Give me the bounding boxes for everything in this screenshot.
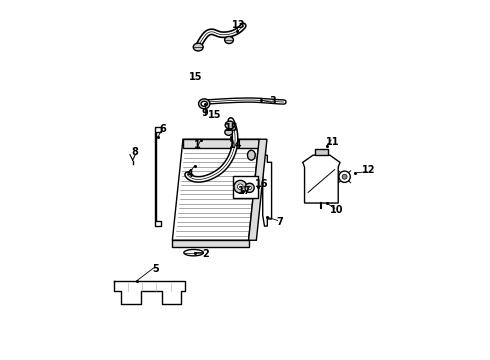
Ellipse shape [184, 249, 203, 256]
Bar [315, 149, 328, 155]
Polygon shape [172, 139, 259, 240]
Text: 10: 10 [330, 205, 343, 215]
Text: 16: 16 [255, 179, 269, 189]
Ellipse shape [193, 43, 203, 51]
Text: 1: 1 [194, 140, 200, 150]
Circle shape [234, 180, 247, 193]
Polygon shape [248, 139, 267, 240]
Ellipse shape [224, 36, 233, 44]
Ellipse shape [247, 150, 255, 160]
Bar [233, 176, 258, 198]
Text: 12: 12 [362, 165, 375, 175]
Polygon shape [155, 127, 161, 226]
Circle shape [248, 186, 251, 190]
Polygon shape [183, 139, 259, 148]
Text: 17: 17 [238, 186, 251, 196]
Text: 4: 4 [187, 168, 194, 179]
Text: 6: 6 [159, 124, 166, 134]
Polygon shape [263, 155, 271, 226]
Text: 8: 8 [132, 147, 139, 157]
Text: 9: 9 [202, 108, 209, 118]
Text: 13: 13 [232, 20, 245, 30]
Circle shape [342, 174, 347, 179]
Text: 15: 15 [189, 72, 203, 81]
Text: 14: 14 [229, 140, 242, 150]
Ellipse shape [201, 101, 207, 106]
Text: 11: 11 [326, 137, 340, 147]
Polygon shape [303, 155, 340, 203]
Text: 7: 7 [276, 217, 283, 227]
Text: 3: 3 [270, 96, 276, 106]
Text: 2: 2 [202, 249, 209, 260]
Polygon shape [172, 240, 248, 247]
Ellipse shape [198, 99, 210, 109]
Circle shape [339, 171, 350, 183]
Text: 15: 15 [208, 110, 221, 120]
Text: 15: 15 [225, 122, 238, 132]
Ellipse shape [225, 121, 234, 129]
Circle shape [245, 183, 254, 192]
Ellipse shape [225, 129, 233, 135]
Circle shape [238, 184, 243, 190]
Text: 5: 5 [152, 264, 159, 274]
Polygon shape [114, 281, 185, 304]
